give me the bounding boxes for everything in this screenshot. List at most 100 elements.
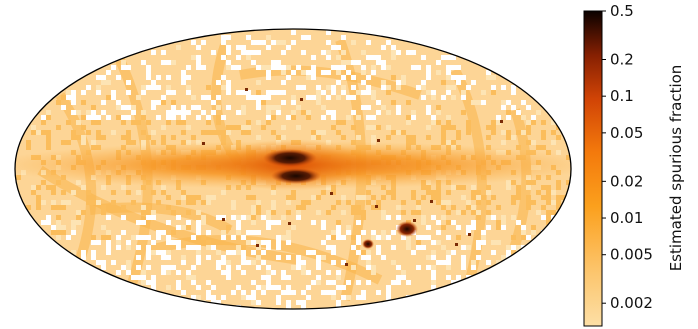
sky-pixel bbox=[306, 200, 311, 205]
sky-pixel bbox=[456, 235, 461, 240]
sky-pixel bbox=[351, 205, 356, 210]
empty-pixel bbox=[256, 285, 261, 290]
sky-pixel bbox=[121, 60, 126, 65]
sky-pixel bbox=[391, 190, 396, 195]
sky-pixel bbox=[386, 110, 391, 115]
empty-pixel bbox=[141, 275, 146, 280]
empty-pixel bbox=[171, 90, 176, 95]
empty-pixel bbox=[336, 285, 341, 290]
sky-pixel bbox=[551, 120, 556, 125]
empty-pixel bbox=[266, 240, 271, 245]
empty-pixel bbox=[51, 225, 56, 230]
empty-pixel bbox=[376, 110, 381, 115]
sky-pixel bbox=[261, 125, 266, 130]
sky-pixel bbox=[526, 195, 531, 200]
empty-pixel bbox=[356, 235, 361, 240]
sky-pixel bbox=[471, 260, 476, 265]
sky-pixel bbox=[381, 230, 386, 235]
empty-pixel bbox=[106, 215, 111, 220]
empty-pixel bbox=[381, 255, 386, 260]
sky-pixel bbox=[531, 200, 536, 205]
sky-pixel bbox=[381, 80, 386, 85]
sky-pixel bbox=[136, 190, 141, 195]
sky-pixel bbox=[471, 185, 476, 190]
empty-pixel bbox=[191, 295, 196, 300]
sky-pixel bbox=[186, 195, 191, 200]
empty-pixel bbox=[326, 70, 331, 75]
sky-pixel bbox=[141, 210, 146, 215]
empty-pixel bbox=[366, 40, 371, 45]
sky-pixel bbox=[531, 230, 536, 235]
sky-pixel bbox=[191, 95, 196, 100]
sky-pixel bbox=[321, 105, 326, 110]
sky-pixel bbox=[61, 225, 66, 230]
sky-pixel bbox=[196, 295, 201, 300]
empty-pixel bbox=[476, 255, 481, 260]
sky-pixel bbox=[426, 255, 431, 260]
empty-pixel bbox=[206, 115, 211, 120]
empty-pixel bbox=[151, 50, 156, 55]
empty-pixel bbox=[241, 290, 246, 295]
sky-pixel bbox=[291, 110, 296, 115]
sky-pixel bbox=[441, 80, 446, 85]
empty-pixel bbox=[181, 110, 186, 115]
empty-pixel bbox=[251, 240, 256, 245]
sky-pixel bbox=[556, 195, 561, 200]
empty-pixel bbox=[106, 250, 111, 255]
empty-pixel bbox=[421, 80, 426, 85]
empty-pixel bbox=[301, 290, 306, 295]
empty-pixel bbox=[196, 65, 201, 70]
empty-pixel bbox=[456, 75, 461, 80]
sky-pixel bbox=[486, 185, 491, 190]
sky-pixel bbox=[471, 100, 476, 105]
sky-pixel bbox=[231, 205, 236, 210]
empty-pixel bbox=[276, 65, 281, 70]
sky-pixel bbox=[186, 275, 191, 280]
sky-pixel bbox=[536, 110, 541, 115]
sky-pixel bbox=[251, 260, 256, 265]
sky-pixel bbox=[161, 185, 166, 190]
sky-pixel bbox=[436, 110, 441, 115]
sky-pixel bbox=[221, 85, 226, 90]
empty-pixel bbox=[151, 105, 156, 110]
sky-pixel bbox=[451, 140, 456, 145]
empty-pixel bbox=[186, 110, 191, 115]
sky-pixel bbox=[446, 120, 451, 125]
empty-pixel bbox=[501, 85, 506, 90]
empty-pixel bbox=[416, 245, 421, 250]
colorbar-tick-label: 0.5 bbox=[610, 2, 634, 20]
sky-pixel bbox=[351, 265, 356, 270]
empty-pixel bbox=[331, 45, 336, 50]
empty-pixel bbox=[246, 35, 251, 40]
empty-pixel bbox=[261, 40, 266, 45]
sky-pixel bbox=[446, 85, 451, 90]
sky-pixel bbox=[461, 210, 466, 215]
empty-pixel bbox=[141, 60, 146, 65]
cluster-speck bbox=[202, 142, 205, 145]
empty-pixel bbox=[251, 230, 256, 235]
sky-pixel bbox=[256, 245, 261, 250]
sky-pixel bbox=[126, 140, 131, 145]
empty-pixel bbox=[221, 295, 226, 300]
empty-pixel bbox=[286, 45, 291, 50]
empty-pixel bbox=[146, 65, 151, 70]
sky-pixel bbox=[456, 210, 461, 215]
sky-pixel bbox=[456, 185, 461, 190]
empty-pixel bbox=[241, 215, 246, 220]
sky-pixel bbox=[171, 60, 176, 65]
empty-pixel bbox=[331, 110, 336, 115]
sky-pixel bbox=[286, 65, 291, 70]
sky-pixel bbox=[46, 140, 51, 145]
sky-pixel bbox=[481, 235, 486, 240]
sky-pixel bbox=[471, 195, 476, 200]
sky-pixel bbox=[406, 115, 411, 120]
empty-pixel bbox=[296, 215, 301, 220]
sky-pixel bbox=[131, 200, 136, 205]
sky-pixel bbox=[336, 200, 341, 205]
sky-pixel bbox=[241, 245, 246, 250]
empty-pixel bbox=[191, 280, 196, 285]
sky-pixel bbox=[221, 190, 226, 195]
empty-pixel bbox=[241, 270, 246, 275]
sky-pixel bbox=[251, 300, 256, 305]
empty-pixel bbox=[236, 285, 241, 290]
